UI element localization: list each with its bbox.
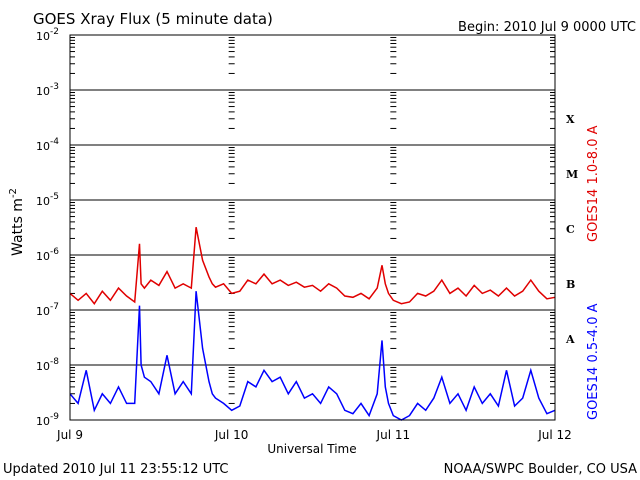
- series-line-1: [69, 291, 556, 421]
- y-tick-label-3: 10-5: [36, 192, 59, 208]
- begin-label: Begin: 2010 Jul 9 0000 UTC: [458, 20, 636, 35]
- y-axis-label-text: Watts m: [10, 198, 26, 256]
- flare-class-B: B: [566, 278, 575, 291]
- x-tick-labels: Jul 9 Jul 10 Jul 11 Jul 12: [56, 428, 572, 442]
- series-layer: [69, 227, 556, 421]
- legend-series-short: GOES14 0.5-4.0 A: [586, 303, 601, 420]
- series-line-0: [69, 227, 556, 305]
- y-axis-label-exponent: -2: [8, 188, 19, 198]
- legend-series-long: GOES14 1.0-8.0 A: [586, 125, 601, 242]
- plot-frame: [69, 34, 556, 421]
- y-tick-label-4: 10-6: [36, 247, 59, 263]
- data-credit: NOAA/SWPC Boulder, CO USA: [444, 462, 637, 477]
- x-tick-label-2: Jul 11: [376, 428, 411, 442]
- x-axis-label: Universal Time: [267, 442, 356, 456]
- svg-text:Watts m-2: Watts m-2: [8, 188, 26, 256]
- y-tick-label-6: 10-8: [36, 357, 59, 373]
- y-tick-label-2: 10-4: [36, 137, 59, 153]
- x-tick-label-0: Jul 9: [56, 428, 83, 442]
- flare-class-A: A: [565, 333, 575, 346]
- y-tick-label-7: 10-9: [36, 412, 59, 428]
- y-tick-label-5: 10-7: [36, 302, 59, 318]
- y-tick-label-0: 10-2: [36, 27, 59, 43]
- x-tick-label-3: Jul 12: [537, 428, 572, 442]
- updated-timestamp: Updated 2010 Jul 11 23:55:12 UTC: [3, 462, 228, 477]
- y-tick-label-1: 10-3: [36, 82, 59, 98]
- chart-title: GOES Xray Flux (5 minute data): [33, 10, 273, 28]
- flare-class-X: X: [566, 113, 575, 126]
- y-tick-labels: 10-2 10-3 10-4 10-5 10-6 10-7 10-8 10-9: [36, 27, 59, 428]
- y-axis-label: Watts m-2: [8, 188, 26, 256]
- grid-lines: [70, 34, 555, 421]
- flare-class-M: M: [566, 168, 578, 181]
- flare-class-labels: X M C B A: [565, 113, 578, 346]
- flare-class-C: C: [566, 223, 575, 236]
- x-tick-label-1: Jul 10: [214, 428, 249, 442]
